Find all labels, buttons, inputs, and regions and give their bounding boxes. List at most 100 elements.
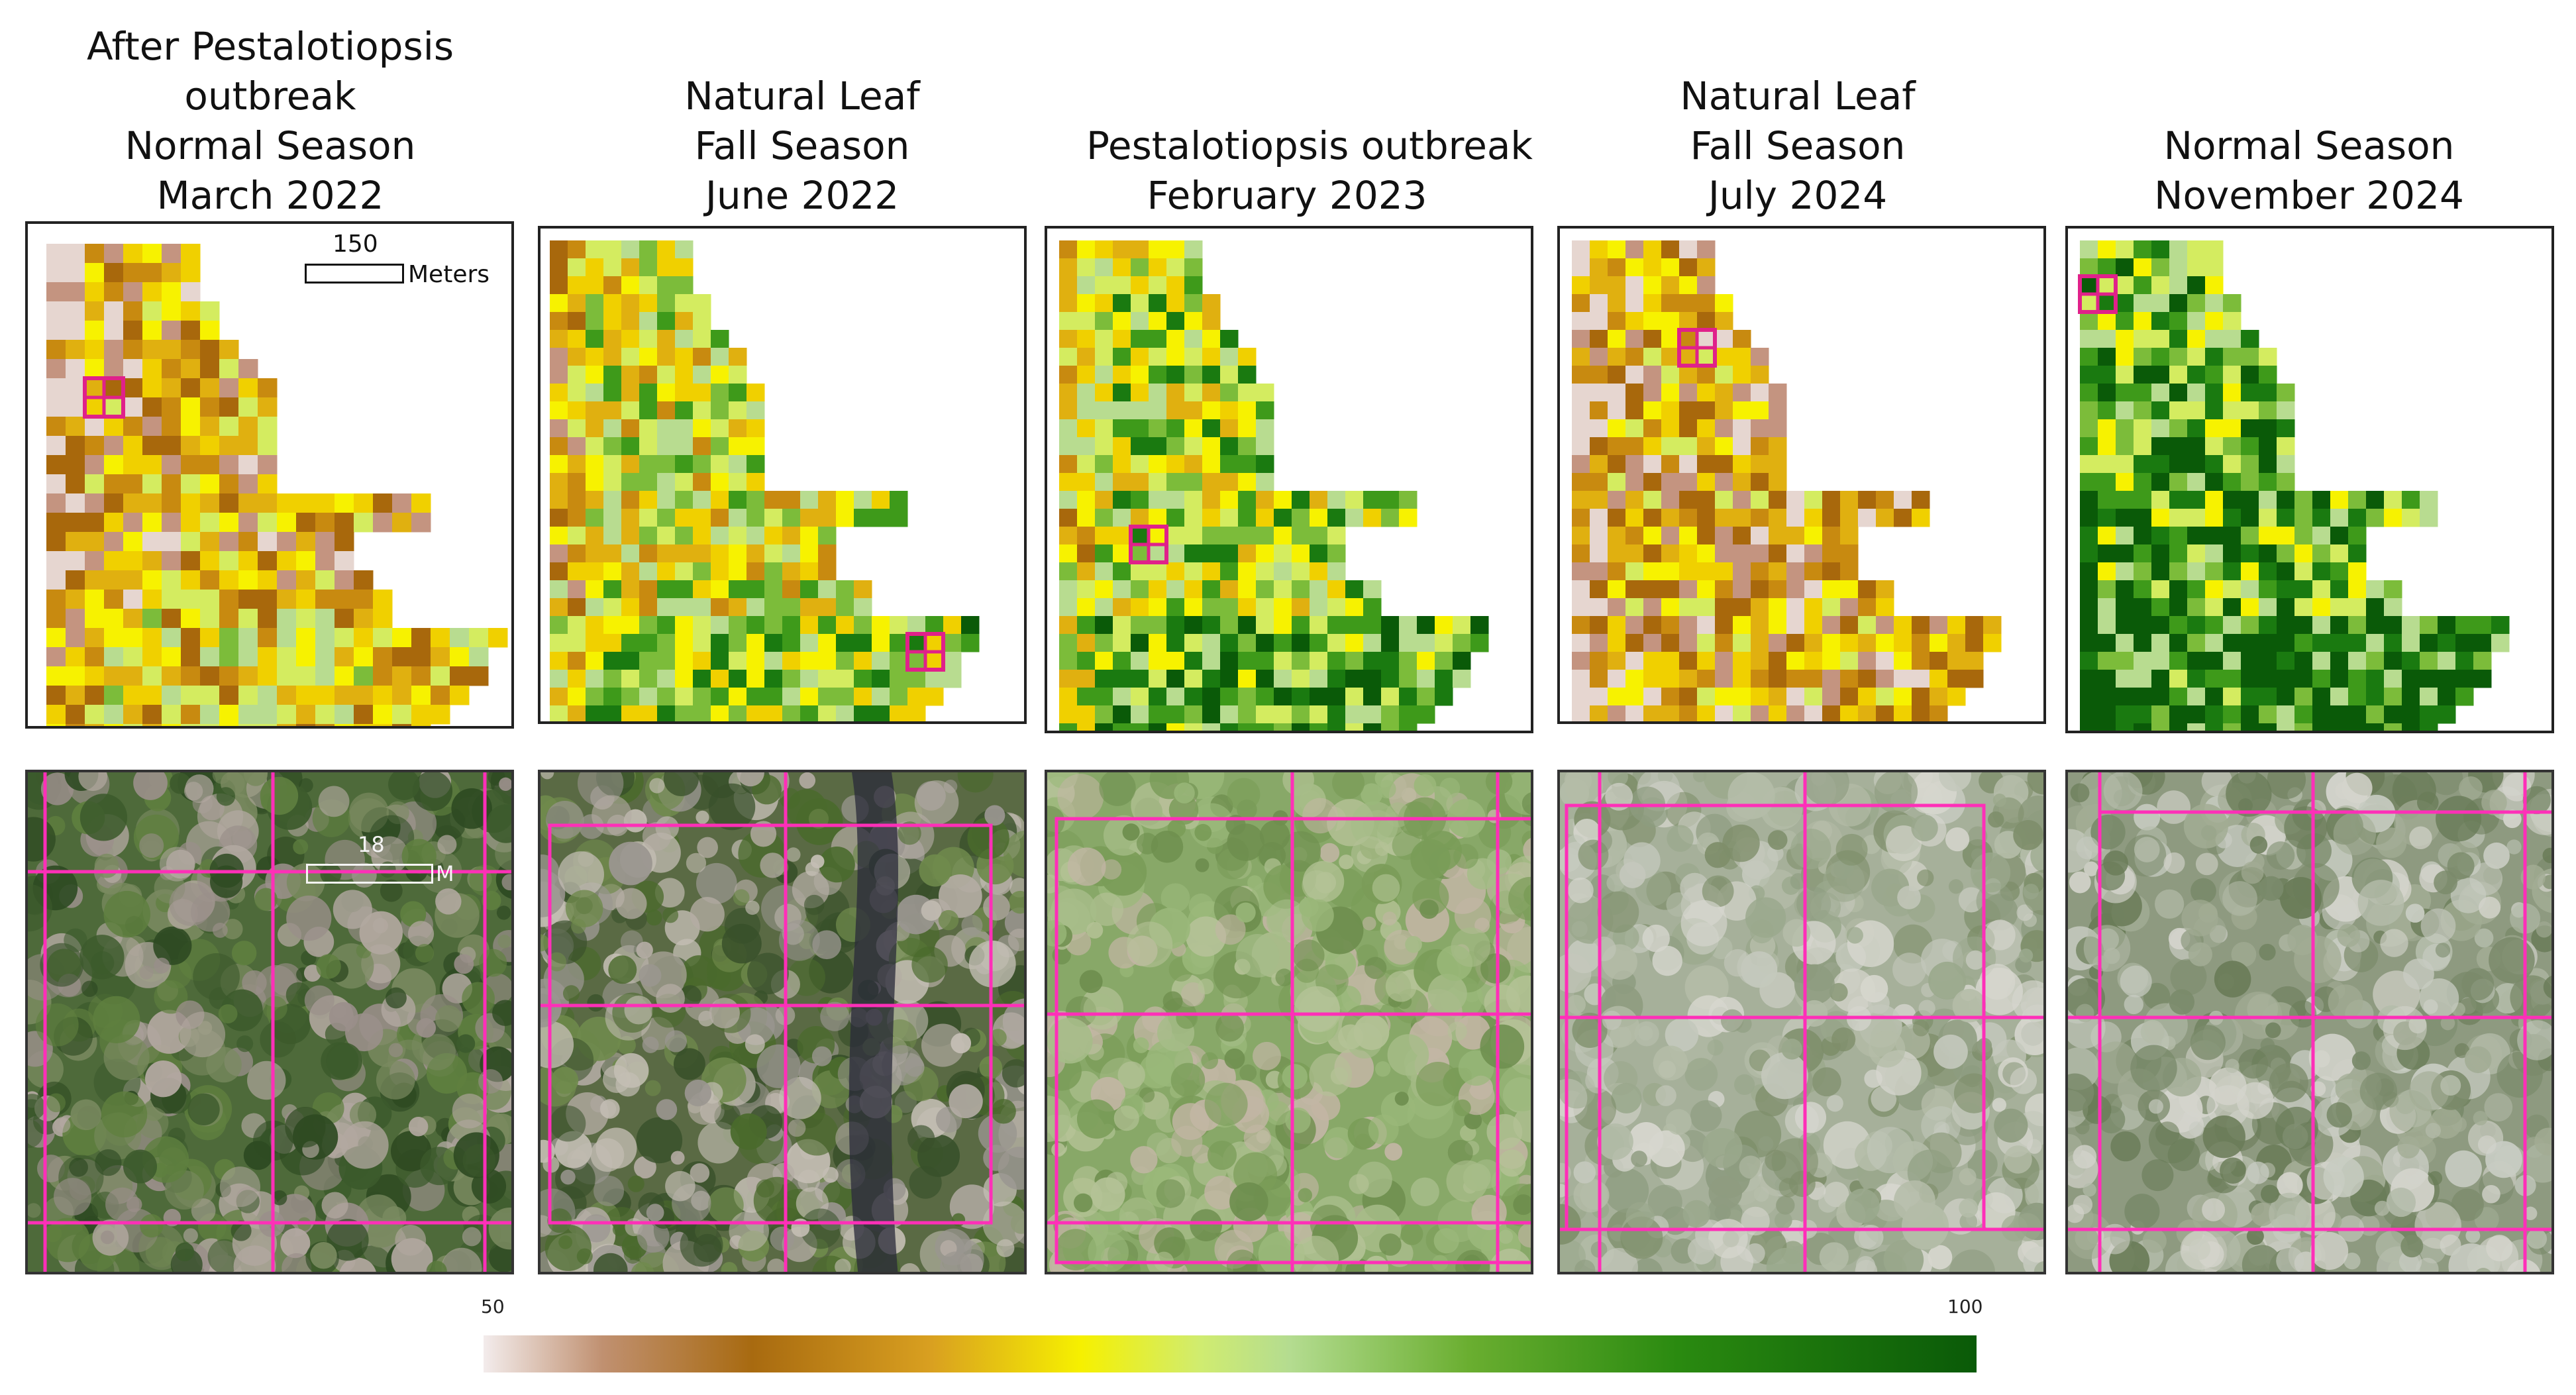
map-cell [85,551,105,571]
map-cell [1590,509,1608,527]
map-cell [1381,688,1400,706]
map-cell [354,724,374,726]
map-cell [675,419,694,438]
map-cell [1220,384,1239,402]
sample-grid-overlay [28,772,511,1272]
canopy-crown [1387,1034,1429,1076]
canopy-crown [2483,842,2510,869]
map-cell [277,609,297,629]
map-cell [1643,598,1662,617]
map-cell [1733,616,1751,635]
map-cell [1238,688,1257,706]
map-cell [550,240,568,259]
map-cell [2098,723,2116,731]
map-cell [2187,437,2206,456]
map-cell [568,509,586,527]
map-cell [296,532,316,552]
canopy-crown [753,1176,801,1225]
map-cell [1590,580,1608,599]
map-cell [2080,330,2098,348]
canopy-crown [388,1043,403,1058]
map-cell [1751,491,1769,509]
canopy-crown [733,889,750,906]
canopy-crown [1901,1202,1949,1250]
canopy-crown [1823,860,1865,902]
map-cell [2169,509,2188,527]
canopy-crown [2016,904,2034,921]
map-cell [621,348,640,366]
map-cell [335,724,354,726]
title-line: Normal Season [2163,123,2455,168]
map-cell [1625,527,1644,545]
map-cell [1858,688,1877,706]
map-cell [693,562,711,581]
canopy-crown [419,1034,456,1070]
map-cell [568,455,586,474]
canopy-crown [2473,1111,2488,1126]
map-cell [2116,527,2134,545]
aerial-photo [28,772,511,1272]
canopy-crown [2402,958,2434,990]
map-cell [2169,240,2188,259]
map-cell [1608,240,1626,259]
map-cell [123,263,143,283]
map-cell [162,436,181,456]
map-cell [854,616,872,635]
map-cell [1059,294,1078,313]
map-cell [1149,240,1167,259]
map-cell [800,562,819,581]
canopy-crown [1349,1174,1369,1194]
canopy-crown [745,1034,765,1055]
map-cell [1983,634,2002,652]
map-cell [2294,723,2313,731]
map-cell [162,647,181,667]
canopy-crown [656,984,685,1013]
canopy-crown [1758,1136,1774,1152]
map-cell [1131,544,1149,563]
map-cell [104,263,124,283]
map-cell [1113,723,1131,731]
canopy-crown [1235,902,1256,923]
map-cell [1220,455,1239,474]
canopy-crown [1722,824,1760,862]
map-cell [104,474,124,494]
map-cell [568,348,586,366]
map-cell [2187,723,2206,731]
map-cell [621,509,640,527]
map-cell [200,493,220,513]
map-cell [354,666,374,686]
canopy-crown [1433,1228,1459,1254]
map-cell [1149,527,1167,545]
map-cell [1643,670,1662,688]
map-cell [66,551,85,571]
map-cell [66,647,85,667]
map-cell [219,666,239,686]
map-cell [1912,491,1930,509]
canopy-crown [961,914,983,937]
map-cell [2223,312,2241,331]
map-cell [1184,437,1203,456]
map-cell [2151,330,2170,348]
map-cell [2187,276,2206,295]
map-cell [603,634,622,652]
map-cell [85,359,105,379]
map-cell [2151,527,2170,545]
map-cell [2205,598,2224,617]
map-cell [1292,544,1310,563]
canopy-crown [1648,1130,1685,1167]
map-cell [818,562,837,581]
map-cell [1166,240,1185,259]
canopy-crown [1207,1140,1237,1170]
map-cell [621,312,640,331]
map-cell [2169,723,2188,731]
map-cell [1095,652,1113,670]
map-cell [142,417,162,437]
map-cell [1572,258,1590,277]
canopy-crown [2155,1121,2180,1146]
canopy-crown [1375,1061,1391,1077]
map-cell [639,240,658,259]
map-cell [1059,419,1078,438]
canopy-crown [1384,1143,1403,1161]
map-cell [1625,616,1644,635]
map-cell [1238,562,1257,581]
